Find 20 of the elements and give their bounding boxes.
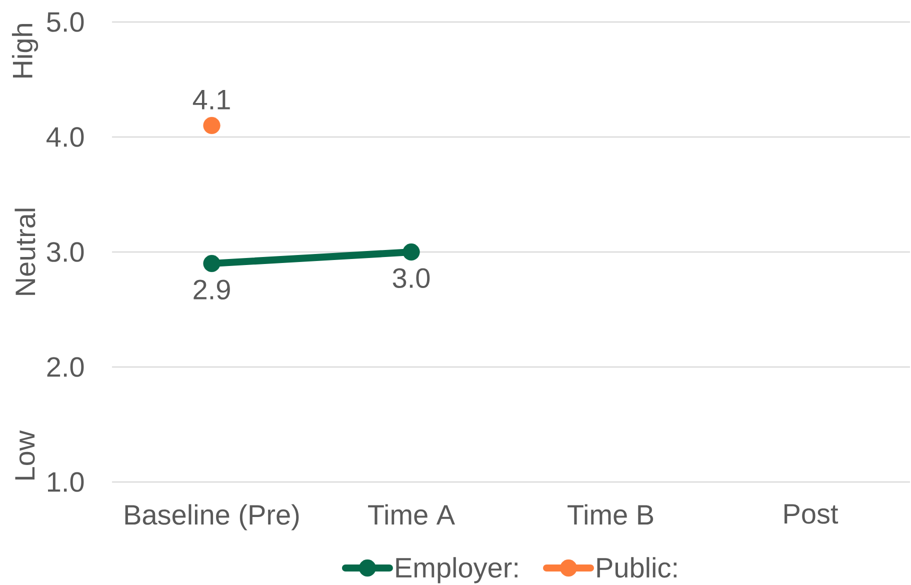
legend-label: Employer:	[396, 557, 518, 584]
y-tick-label: 4.0	[46, 127, 84, 147]
point	[402, 243, 420, 261]
point	[203, 254, 220, 272]
data-label: 4.1	[192, 90, 230, 110]
y-tick-label: 5.0	[47, 12, 84, 32]
x-tick-label: Time B	[568, 504, 654, 525]
x-tick-label: Baseline (Pre)	[125, 504, 299, 530]
data-label: 3.0	[392, 268, 430, 288]
text: High	[12, 24, 38, 78]
point	[203, 116, 220, 134]
x-tick-label: Post	[784, 504, 838, 524]
y-tick-label: 3.0	[46, 242, 84, 262]
text: Low	[15, 430, 35, 480]
x-tick-label: Time A	[368, 504, 455, 525]
y-tick-label: 2.0	[47, 357, 84, 377]
y-tick-label: 1.0	[48, 472, 84, 492]
legend-label: Public:	[597, 557, 676, 578]
text: Neutral	[14, 208, 36, 295]
data-label: 2.9	[194, 280, 230, 300]
